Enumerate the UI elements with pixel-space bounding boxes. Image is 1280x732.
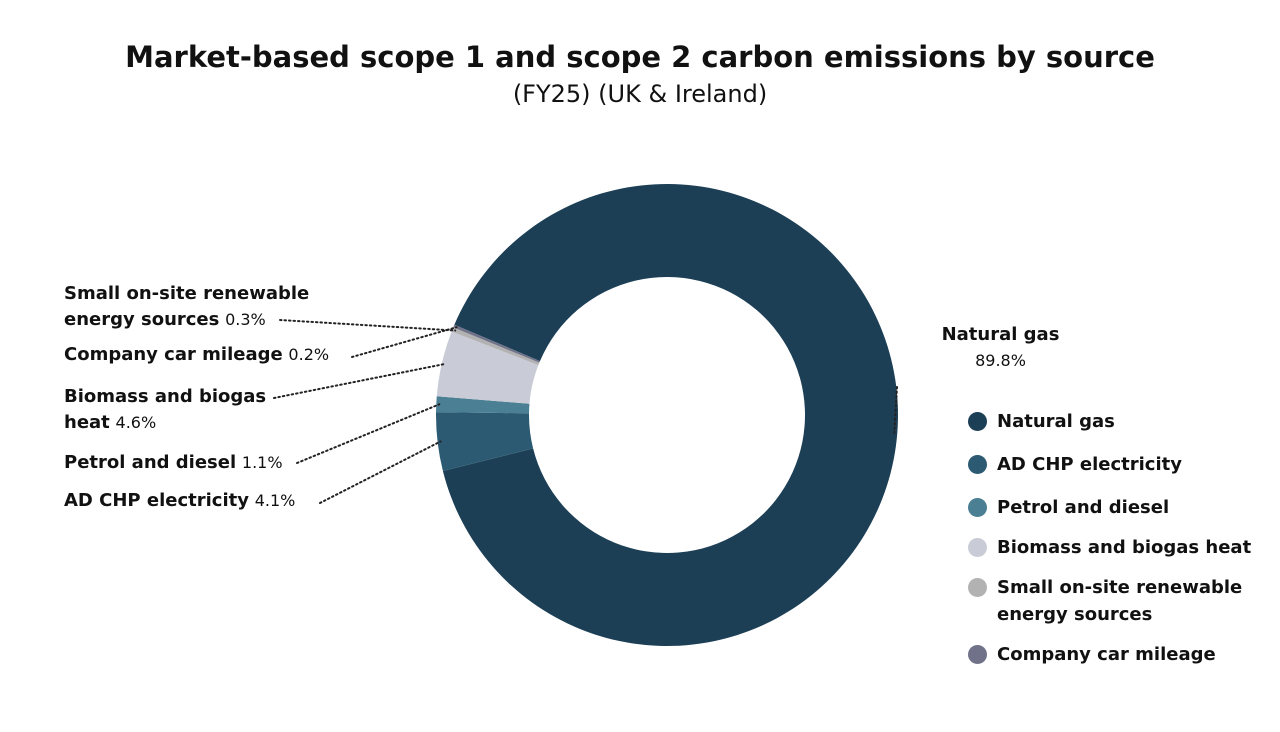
- callout-label: Natural gas 89.8%: [938, 322, 1063, 374]
- callout-name: Small on-site renewable energy sources: [64, 283, 310, 330]
- callout-name: Natural gas: [941, 324, 1060, 345]
- donut-segment: [436, 396, 530, 414]
- legend-label: Biomass and biogas heat: [997, 537, 1252, 558]
- legend-label: Petrol and diesel: [997, 497, 1170, 518]
- legend-label: Small on-site renewable energy sources: [997, 577, 1243, 625]
- callout-name: Company car mileage: [64, 344, 283, 365]
- callout-name: AD CHP electricity: [64, 490, 249, 511]
- legend-label: AD CHP electricity: [997, 454, 1182, 475]
- legend-swatch: [968, 645, 987, 664]
- donut-segment: [436, 331, 539, 404]
- legend-swatch: [968, 455, 987, 474]
- donut-segment: [451, 327, 540, 366]
- donut-segment: [436, 412, 534, 472]
- callout-value: 89.8%: [975, 351, 1026, 370]
- donut-segment: [453, 324, 540, 363]
- legend-item: AD CHP electricity: [968, 451, 1268, 478]
- chart-subtitle: (FY25) (UK & Ireland): [512, 80, 768, 108]
- leader-line: [279, 319, 457, 332]
- callout-value: 4.1%: [254, 491, 296, 510]
- legend-swatch: [968, 578, 987, 597]
- legend-swatch: [968, 412, 987, 431]
- callout-name: Petrol and diesel: [64, 452, 237, 473]
- callout-label: Biomass and biogas heat 4.6%: [64, 384, 284, 436]
- callout-label: AD CHP electricity 4.1%: [64, 488, 384, 514]
- leader-line: [351, 326, 458, 358]
- leader-line: [273, 362, 446, 399]
- donut-segment: [442, 184, 898, 646]
- callout-value: 1.1%: [241, 453, 283, 472]
- legend-swatch: [968, 498, 987, 517]
- callout-name: Biomass and biogas heat: [64, 386, 267, 433]
- callout-value: 4.6%: [115, 413, 157, 432]
- leader-line: [893, 386, 898, 434]
- legend-item: Company car mileage: [968, 641, 1268, 668]
- leader-line: [296, 403, 441, 464]
- legend-label: Natural gas: [997, 411, 1115, 432]
- legend-swatch: [968, 538, 987, 557]
- legend-item: Small on-site renewable energy sources: [968, 574, 1268, 628]
- legend-item: Natural gas: [968, 408, 1268, 435]
- legend-item: Petrol and diesel: [968, 494, 1268, 521]
- callout-label: Small on-site renewable energy sources 0…: [64, 281, 344, 333]
- chart-title: Market-based scope 1 and scope 2 carbon …: [125, 40, 1155, 74]
- legend-label: Company car mileage: [997, 644, 1216, 665]
- callout-value: 0.3%: [225, 310, 266, 329]
- leader-line: [319, 440, 442, 504]
- callout-label: Company car mileage 0.2%: [64, 342, 384, 368]
- callout-label: Petrol and diesel 1.1%: [64, 450, 384, 476]
- legend-item: Biomass and biogas heat: [968, 534, 1268, 561]
- callout-value: 0.2%: [288, 345, 330, 364]
